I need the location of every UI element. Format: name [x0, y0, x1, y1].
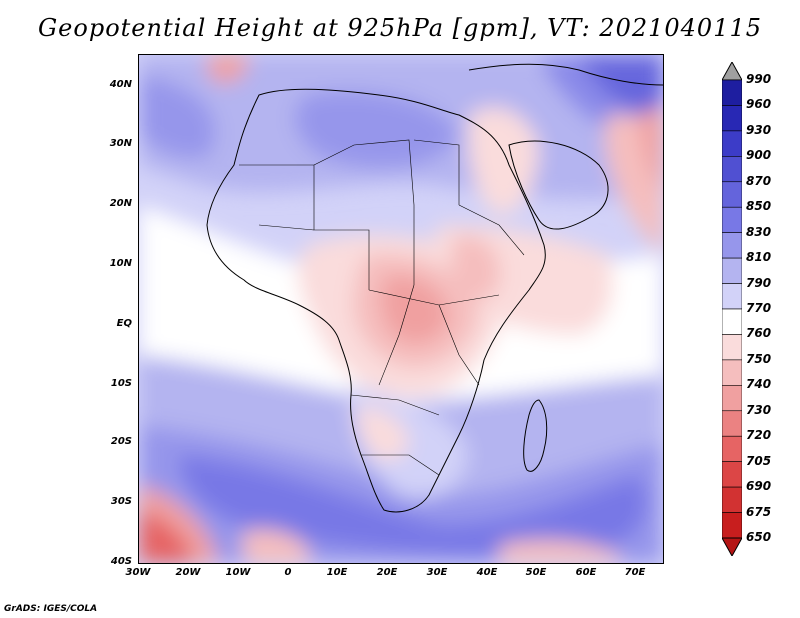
colorbar-label: 990 — [746, 72, 772, 86]
lat-label: 30N — [109, 138, 132, 149]
colorbar-swatch — [721, 308, 743, 335]
credit-footer: GrADS: IGES/COLA — [4, 604, 98, 614]
colorbar-swatch — [721, 257, 743, 284]
map-title: Geopotential Height at 925hPa [gpm], VT:… — [38, 14, 762, 42]
lon-label: 10E — [326, 567, 348, 578]
lon-label: 60E — [575, 567, 597, 578]
colorbar-label: 870 — [746, 173, 772, 188]
map-plot-area — [138, 54, 664, 564]
colorbar-swatch — [721, 232, 743, 259]
lat-label: 20S — [110, 436, 132, 447]
colorbar-swatch — [721, 359, 743, 386]
colorbar-swatch — [721, 461, 743, 488]
colorbar-label: 930 — [746, 122, 772, 137]
colorbar-swatch — [721, 486, 743, 513]
colorbar-label: 730 — [746, 402, 772, 417]
colorbar — [721, 60, 743, 558]
colorbar-label: 760 — [746, 326, 772, 341]
colorbar-swatch — [721, 206, 743, 233]
colorbar-label: 720 — [746, 428, 772, 443]
colorbar-swatch — [721, 283, 743, 310]
lon-label: 30W — [125, 567, 151, 578]
colorbar-label: 740 — [746, 377, 772, 392]
lat-label: 10N — [109, 258, 132, 269]
lat-label: 20N — [109, 198, 132, 209]
colorbar-label: 900 — [746, 148, 772, 163]
colorbar-label: 850 — [746, 199, 772, 214]
colorbar-swatch — [721, 334, 743, 361]
colorbar-label: 690 — [746, 479, 772, 494]
colorbar-swatch — [721, 105, 743, 132]
colorbar-label: 650 — [746, 530, 772, 544]
lon-label: 70E — [624, 567, 646, 578]
colorbar-label: 675 — [746, 504, 772, 519]
colorbar-swatch — [721, 79, 743, 106]
field-contours — [139, 55, 663, 563]
colorbar-swatch — [721, 156, 743, 183]
colorbar-label: 770 — [746, 301, 772, 315]
lat-label: 10S — [110, 378, 132, 389]
colorbar-swatches — [721, 60, 743, 558]
colorbar-swatch — [721, 435, 743, 462]
lon-label: 20W — [175, 567, 201, 578]
coastlines — [206, 63, 663, 513]
colorbar-label: 960 — [746, 97, 772, 112]
colorbar-swatch — [721, 410, 743, 437]
colorbar-swatch — [721, 130, 743, 157]
lon-label: 10W — [225, 567, 251, 578]
lat-label: 30S — [110, 496, 132, 507]
lon-label: 0 — [284, 567, 292, 578]
colorbar-label: 790 — [746, 275, 772, 290]
colorbar-bottom-triangle — [721, 537, 743, 558]
colorbar-swatch — [721, 181, 743, 208]
lat-label: 40S — [110, 556, 132, 567]
lon-label: 20E — [376, 567, 398, 578]
colorbar-swatch — [721, 385, 743, 412]
colorbar-label: 750 — [746, 351, 772, 366]
country-boundaries — [239, 139, 525, 476]
lat-label: EQ — [116, 318, 132, 329]
colorbar-label: 810 — [746, 250, 772, 265]
lon-label: 50E — [525, 567, 547, 578]
lon-label: 40E — [476, 567, 498, 578]
colorbar-label: 830 — [746, 224, 772, 239]
lat-label: 40N — [109, 79, 132, 90]
colorbar-top-triangle — [721, 60, 743, 81]
lon-label: 30E — [426, 567, 448, 578]
geopotential-field — [139, 55, 663, 563]
colorbar-swatch — [721, 512, 743, 539]
colorbar-label: 705 — [746, 453, 772, 468]
